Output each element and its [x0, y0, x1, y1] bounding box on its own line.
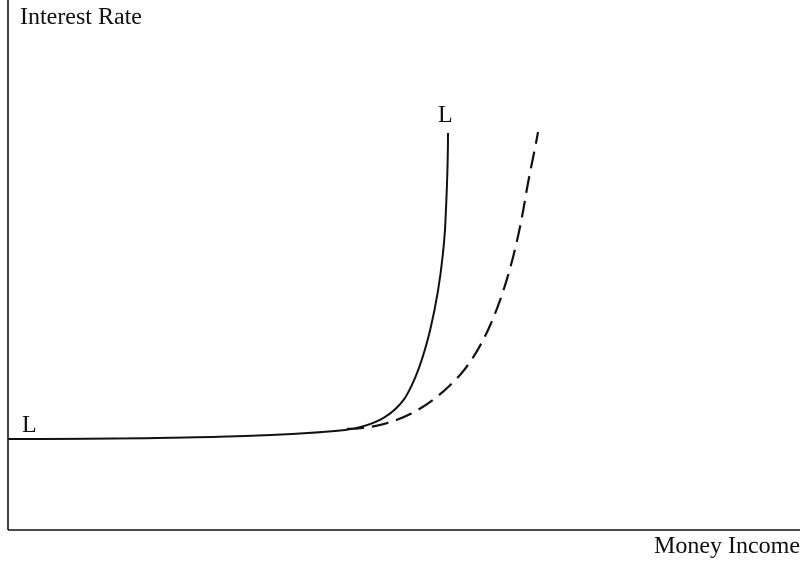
x-axis-label: Money Income	[654, 533, 800, 559]
curve-label-left: L	[22, 412, 37, 438]
solid-liquidity-curve	[7, 132, 449, 440]
y-axis-label: Interest Rate	[20, 4, 142, 30]
curve-label-top: L	[438, 102, 453, 128]
dashed-liquidity-curve	[346, 131, 540, 431]
